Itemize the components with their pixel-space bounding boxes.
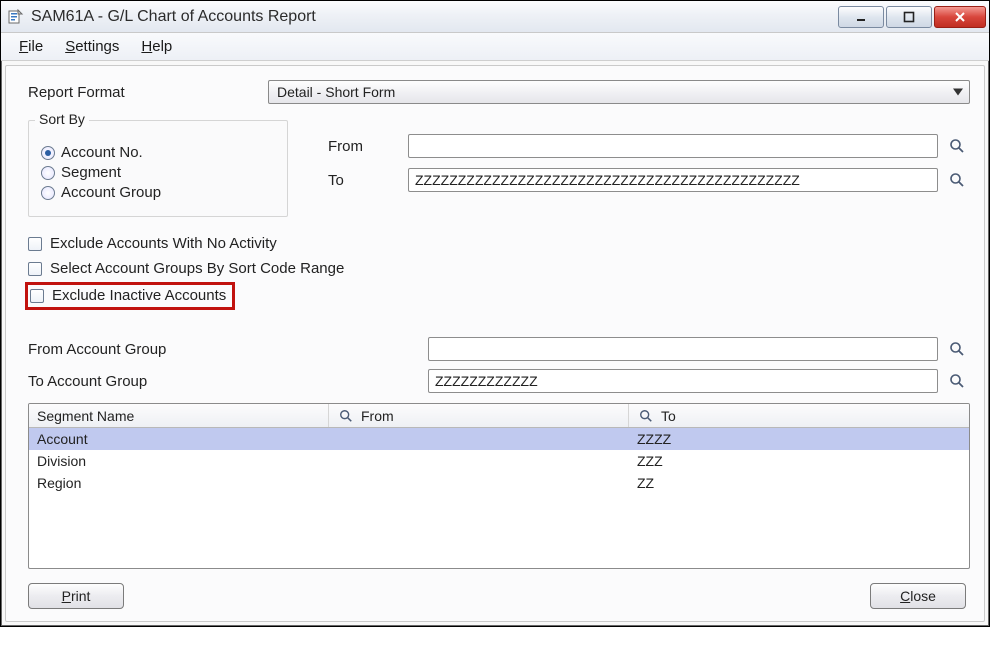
cell-segment: Account xyxy=(29,431,329,447)
grid-header-to[interactable]: To xyxy=(629,404,969,427)
from-row: From xyxy=(328,134,966,158)
menu-help[interactable]: Help xyxy=(141,38,172,55)
window-controls xyxy=(838,6,986,28)
to-account-group-row: To Account Group ZZZZZZZZZZZZ xyxy=(28,369,966,393)
account-group-area: From Account Group To Account Group ZZZZ… xyxy=(28,337,970,393)
from-account-group-label: From Account Group xyxy=(28,341,418,358)
checkbox-icon xyxy=(30,289,44,303)
check-select-by-sort-code[interactable]: Select Account Groups By Sort Code Range xyxy=(28,260,970,277)
radio-label: Account No. xyxy=(61,144,143,161)
check-exclude-inactive[interactable]: Exclude Inactive Accounts xyxy=(28,285,232,307)
sort-by-legend: Sort By xyxy=(35,111,89,127)
table-row[interactable]: Account ZZZZ xyxy=(29,428,969,450)
cell-to: ZZZ xyxy=(629,453,969,469)
checkbox-stack: Exclude Accounts With No Activity Select… xyxy=(28,235,970,307)
radio-icon xyxy=(41,166,55,180)
menu-file[interactable]: File xyxy=(19,38,43,55)
checkbox-icon xyxy=(28,262,42,276)
check-exclude-no-activity[interactable]: Exclude Accounts With No Activity xyxy=(28,235,970,252)
from-account-group-input[interactable] xyxy=(428,337,938,361)
radio-account-group[interactable]: Account Group xyxy=(41,184,257,201)
to-input[interactable]: ZZZZZZZZZZZZZZZZZZZZZZZZZZZZZZZZZZZZZZZZ… xyxy=(408,168,938,192)
report-format-value: Detail - Short Form xyxy=(277,84,395,100)
check-label: Exclude Accounts With No Activity xyxy=(50,235,277,252)
search-icon xyxy=(637,407,655,425)
to-account-group-label: To Account Group xyxy=(28,373,418,390)
radio-account-no[interactable]: Account No. xyxy=(41,144,257,161)
grid-body: Account ZZZZ Division ZZZ Region ZZ xyxy=(29,428,969,568)
search-icon[interactable] xyxy=(948,372,966,390)
table-row[interactable]: Division ZZZ xyxy=(29,450,969,472)
sort-by-group: Sort By Account No. Segment Account Grou… xyxy=(28,120,288,217)
cell-segment: Region xyxy=(29,475,329,491)
print-button[interactable]: Print xyxy=(28,583,124,609)
close-window-button[interactable] xyxy=(934,6,986,28)
sort-area: Sort By Account No. Segment Account Grou… xyxy=(28,120,970,217)
to-label: To xyxy=(328,172,398,189)
cell-segment: Division xyxy=(29,453,329,469)
report-format-row: Report Format Detail - Short Form xyxy=(28,80,970,104)
cell-to: ZZZZ xyxy=(629,431,969,447)
window-title: SAM61A - G/L Chart of Accounts Report xyxy=(31,8,838,26)
titlebar: SAM61A - G/L Chart of Accounts Report xyxy=(1,1,989,33)
search-icon xyxy=(337,407,355,425)
menu-settings[interactable]: Settings xyxy=(65,38,119,55)
window-frame: SAM61A - G/L Chart of Accounts Report Fi… xyxy=(0,0,990,627)
radio-segment[interactable]: Segment xyxy=(41,164,257,181)
chevron-down-icon xyxy=(953,89,963,96)
search-icon[interactable] xyxy=(948,137,966,155)
segment-grid: Segment Name From To Account ZZZZ Division… xyxy=(28,403,970,569)
radio-label: Account Group xyxy=(61,184,161,201)
report-format-combo[interactable]: Detail - Short Form xyxy=(268,80,970,104)
table-row[interactable]: Region ZZ xyxy=(29,472,969,494)
checkbox-icon xyxy=(28,237,42,251)
from-account-group-row: From Account Group xyxy=(28,337,966,361)
close-button[interactable]: Close xyxy=(870,583,966,609)
button-row: Print Close xyxy=(28,583,970,609)
grid-header-from[interactable]: From xyxy=(329,404,629,427)
cell-to: ZZ xyxy=(629,475,969,491)
search-icon[interactable] xyxy=(948,340,966,358)
check-label: Exclude Inactive Accounts xyxy=(52,287,226,304)
maximize-button[interactable] xyxy=(886,6,932,28)
grid-header-segment[interactable]: Segment Name xyxy=(29,404,329,427)
search-icon[interactable] xyxy=(948,171,966,189)
minimize-button[interactable] xyxy=(838,6,884,28)
radio-icon xyxy=(41,146,55,160)
report-format-label: Report Format xyxy=(28,84,268,101)
from-input[interactable] xyxy=(408,134,938,158)
to-row: To ZZZZZZZZZZZZZZZZZZZZZZZZZZZZZZZZZZZZZ… xyxy=(328,168,966,192)
from-to-area: From To ZZZZZZZZZZZZZZZZZZZZZZZZZZZZZZZZ… xyxy=(328,134,970,192)
app-icon xyxy=(7,8,25,26)
client-area: Report Format Detail - Short Form Sort B… xyxy=(5,65,985,622)
to-account-group-input[interactable]: ZZZZZZZZZZZZ xyxy=(428,369,938,393)
from-label: From xyxy=(328,138,398,155)
menubar: File Settings Help xyxy=(1,33,989,61)
radio-icon xyxy=(41,186,55,200)
grid-header: Segment Name From To xyxy=(29,404,969,428)
radio-label: Segment xyxy=(61,164,121,181)
check-label: Select Account Groups By Sort Code Range xyxy=(50,260,344,277)
